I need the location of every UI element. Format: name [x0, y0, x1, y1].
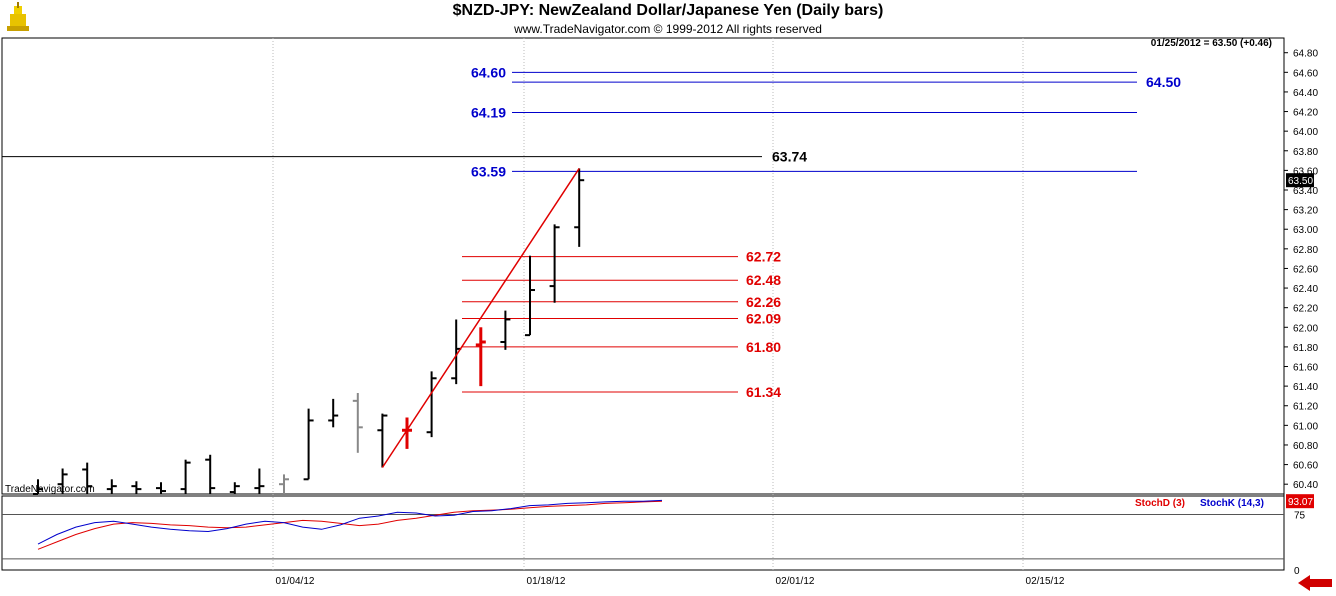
projection-label: 64.19 [471, 105, 506, 121]
legend-stochd: StochD (3) [1135, 498, 1185, 509]
stoch-tick-label: 0 [1294, 566, 1300, 577]
y-tick-label: 60.80 [1293, 441, 1318, 452]
x-tick-label: 02/01/12 [776, 576, 815, 587]
scroll-left-arrow-icon[interactable] [1298, 575, 1332, 596]
y-tick-label: 64.40 [1293, 88, 1318, 99]
stoch-series-line [37, 500, 663, 550]
y-tick-label: 60.60 [1293, 461, 1318, 472]
y-tick-label: 64.00 [1293, 127, 1318, 138]
ohlc-bar [402, 417, 412, 449]
last-price-box [1286, 173, 1314, 188]
ohlc-bar [106, 479, 117, 494]
y-tick-label: 63.20 [1293, 206, 1318, 217]
last-price-label: 63.50 [1288, 176, 1313, 187]
projection-label: 64.50 [1146, 74, 1181, 90]
y-tick-label: 62.40 [1293, 284, 1318, 295]
y-tick-label: 61.80 [1293, 343, 1318, 354]
ohlc-bar [500, 310, 511, 350]
ohlc-bar [254, 468, 265, 494]
y-tick-label: 62.20 [1293, 304, 1318, 315]
trend-line [381, 168, 580, 468]
y-tick-label: 64.20 [1293, 108, 1318, 119]
resistance-label: 63.74 [772, 149, 807, 165]
ohlc-bar [229, 482, 240, 494]
watermark-text: TradeNavigator.com [5, 484, 95, 495]
ohlc-bar [525, 255, 535, 337]
stoch-last-value: 93.07 [1288, 497, 1313, 508]
projection-label: 63.59 [471, 163, 506, 179]
retracement-label: 61.80 [746, 339, 781, 355]
ohlc-bar [352, 392, 363, 453]
y-tick-label: 63.00 [1293, 225, 1318, 236]
ohlc-bar [180, 459, 191, 494]
stoch-last-box [1286, 494, 1314, 509]
ohlc-bar [33, 479, 43, 495]
ohlc-bar [205, 454, 216, 494]
y-tick-label: 63.80 [1293, 147, 1318, 158]
price-panel-frame [1, 37, 1285, 495]
stoch-tick-label: 75 [1294, 511, 1306, 522]
copyright-text: www.TradeNavigator.com © 1999-2012 All r… [514, 22, 822, 36]
x-tick-label: 01/18/12 [527, 576, 566, 587]
retracement-label: 62.72 [746, 249, 781, 265]
retracement-label: 62.26 [746, 294, 781, 310]
ohlc-bar [279, 474, 289, 494]
y-tick-label: 61.20 [1293, 402, 1318, 413]
y-tick-label: 63.40 [1293, 186, 1318, 197]
y-tick-label: 64.60 [1293, 68, 1318, 79]
projection-label: 64.60 [471, 64, 506, 80]
retracement-label: 61.34 [746, 384, 781, 400]
ohlc-bar [549, 224, 560, 303]
legend-stochk: StochK (14,3) [1200, 498, 1264, 509]
y-tick-label: 61.00 [1293, 421, 1318, 432]
retracement-label: 62.09 [746, 310, 781, 326]
ohlc-bar [303, 408, 314, 481]
stoch-series-line [37, 499, 663, 545]
y-tick-label: 64.80 [1293, 49, 1318, 60]
y-tick-label: 62.60 [1293, 264, 1318, 275]
chart-title: $NZD-JPY: NewZealand Dollar/Japanese Yen… [452, 2, 884, 19]
ohlc-bar [377, 413, 388, 468]
y-tick-label: 62.00 [1293, 323, 1318, 334]
x-tick-label: 01/04/12 [276, 576, 315, 587]
y-tick-label: 63.60 [1293, 166, 1318, 177]
retracement-label: 62.48 [746, 272, 781, 288]
y-tick-label: 60.40 [1293, 480, 1318, 491]
y-tick-label: 61.60 [1293, 363, 1318, 374]
trade-navigator-logo-icon [3, 2, 33, 34]
ohlc-bar [574, 168, 585, 247]
last-price-info: 01/25/2012 = 63.50 (+0.46) [1151, 38, 1272, 49]
y-tick-label: 61.40 [1293, 382, 1318, 393]
ohlc-bar [131, 481, 142, 494]
ohlc-bar [156, 482, 166, 494]
ohlc-bar [82, 462, 93, 494]
ohlc-bar [57, 468, 68, 494]
ohlc-bar [451, 319, 462, 385]
y-tick-label: 62.80 [1293, 245, 1318, 256]
x-tick-label: 02/15/12 [1026, 576, 1065, 587]
ohlc-bar [328, 398, 339, 428]
ohlc-bar [475, 327, 486, 387]
ohlc-bar [426, 371, 437, 438]
